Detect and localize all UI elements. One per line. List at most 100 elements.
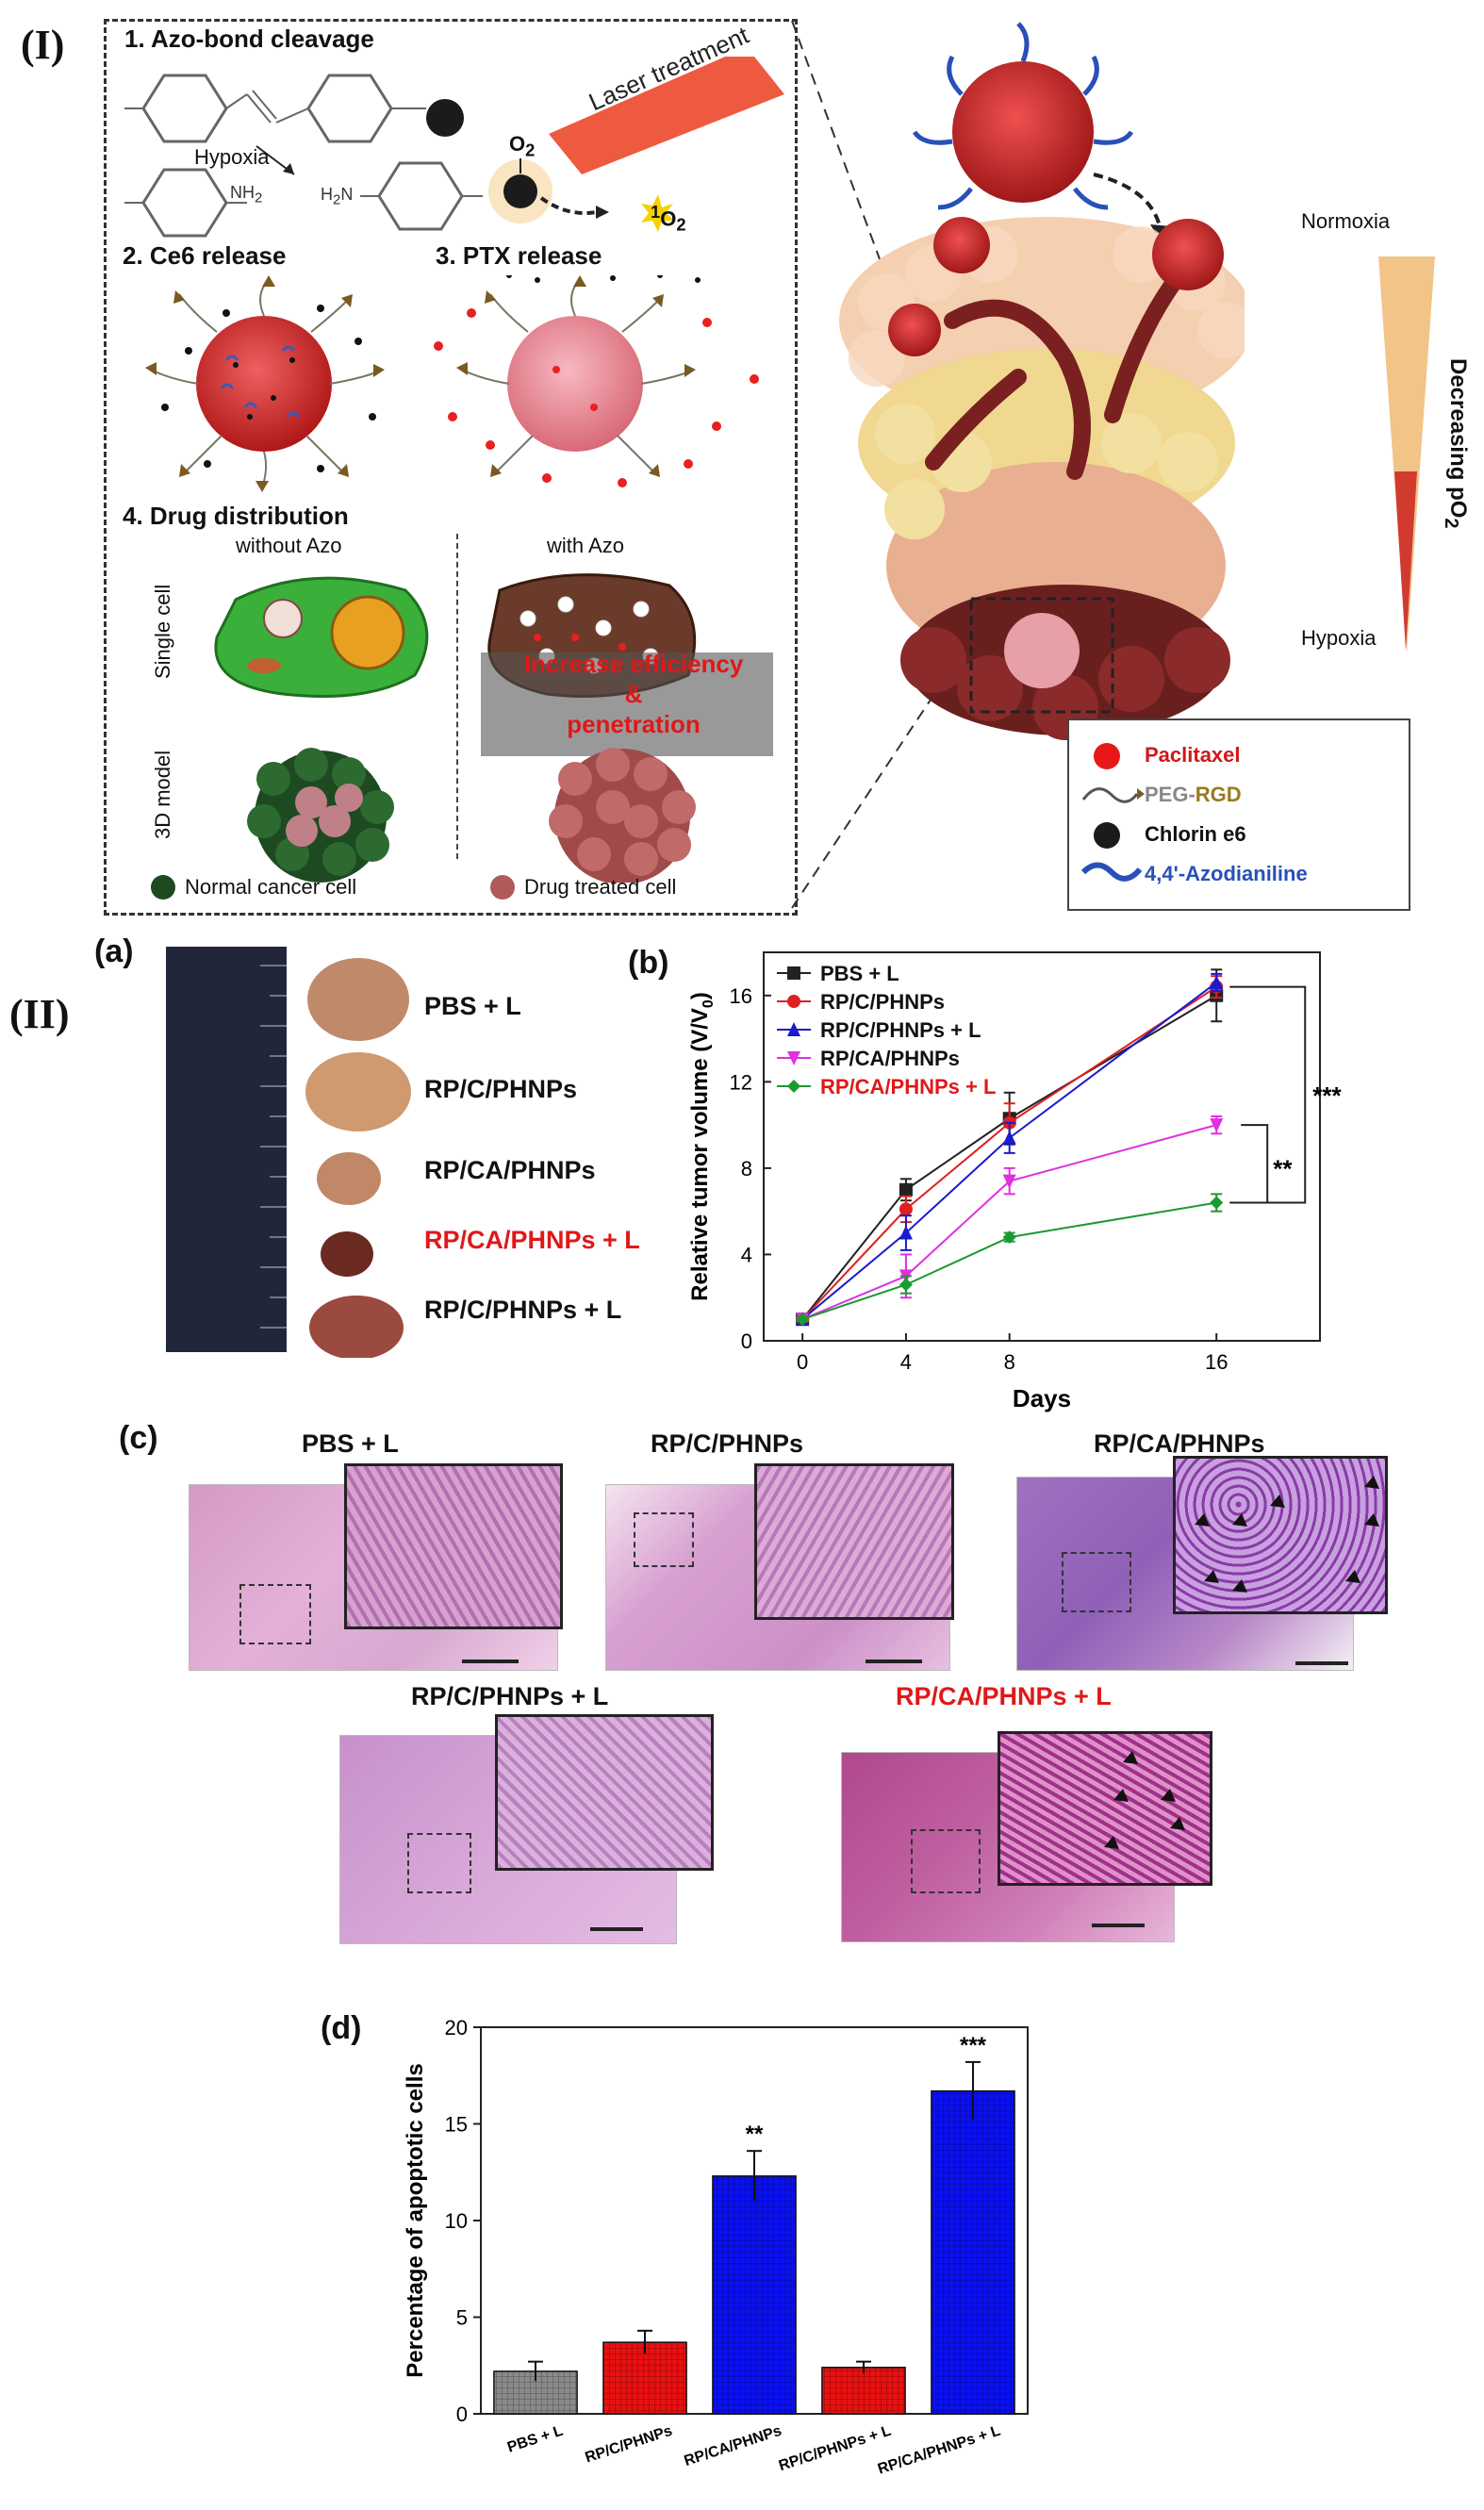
tumor-label-5: RP/C/PHNPs + L <box>424 1296 622 1324</box>
legend-label: RP/C/PHNPs + L <box>820 1018 981 1042</box>
data-point <box>787 1051 800 1065</box>
excised-tumors <box>305 958 411 1358</box>
x-axis-label: Days <box>1013 1384 1071 1412</box>
legend-label: PBS + L <box>820 962 899 985</box>
without-azo-label: without Azo <box>236 534 342 557</box>
bar <box>493 2370 578 2415</box>
data-point <box>1210 975 1224 990</box>
y-tick-label: 10 <box>445 2209 468 2233</box>
micro-title-4: RP/C/PHNPs + L <box>411 1682 609 1710</box>
azo-chemistry-diagram <box>124 57 784 238</box>
treated-cell-legend: Drug treated cell <box>524 875 677 899</box>
x-tick-label: PBS + L <box>505 2423 565 2456</box>
hypoxia-label: Hypoxia <box>1301 626 1377 650</box>
paclitaxel-label: Paclitaxel <box>1145 743 1241 767</box>
bar <box>712 2175 797 2415</box>
legend-label: RP/CA/PHNPs + L <box>820 1075 996 1098</box>
micrograph-pbs-roi <box>239 1584 311 1644</box>
micro-title-2: RP/C/PHNPs <box>651 1429 804 1458</box>
micrograph-rpca-l-roi <box>911 1829 981 1893</box>
sub-c-label: (c) <box>119 1420 158 1456</box>
scalebar-2 <box>866 1660 922 1663</box>
scalebar-5 <box>1092 1924 1145 1927</box>
x-tick-label: RP/C/PHNPs <box>584 2423 675 2467</box>
y-tick-label: 20 <box>445 2016 468 2039</box>
y-tick-label: 4 <box>741 1243 752 1266</box>
azodianiline-swatch <box>1080 862 1143 882</box>
y-tick-label: 0 <box>456 2403 468 2426</box>
singlet-oxygen-label: 1O2 <box>651 202 686 235</box>
x-tick-label: 4 <box>900 1350 912 1374</box>
data-point <box>787 1080 800 1093</box>
sub-d-label: (d) <box>321 2010 362 2046</box>
micrograph-pbs-inset <box>344 1463 563 1629</box>
micrograph-rpca-roi <box>1062 1552 1131 1612</box>
bar <box>931 2089 1015 2415</box>
series-line <box>801 1201 1217 1321</box>
data-point <box>899 1225 913 1240</box>
series-4 <box>796 1193 1224 1327</box>
series-line <box>801 985 1217 1320</box>
micro-title-3: RP/CA/PHNPs <box>1094 1429 1265 1458</box>
x-tick-label: 16 <box>1205 1350 1228 1374</box>
y-axis-label: Relative tumor volume (V/V0) <box>687 992 717 1301</box>
step3-title: 3. PTX release <box>436 241 602 270</box>
tumor-label-4: RP/CA/PHNPs + L <box>424 1226 640 1254</box>
plot-frame <box>763 951 1321 1342</box>
scalebar-1 <box>462 1660 519 1663</box>
panel-II-label: (II) <box>9 991 70 1037</box>
y-tick-label: 15 <box>445 2113 468 2137</box>
data-point <box>1002 1174 1016 1189</box>
data-point <box>899 1202 913 1216</box>
tumor-volume-chart: 0 4 8 12 16 0 4 8 16 Days Relative tumor volume (V… <box>687 951 1342 1412</box>
mechanism-box <box>104 19 798 916</box>
x-tick-label: RP/CA/PHNPs + L <box>876 2423 1002 2478</box>
data-point <box>1002 1130 1016 1145</box>
micrograph-rpca-inset <box>1173 1456 1388 1614</box>
scalebar-3 <box>1295 1661 1348 1665</box>
x-tick-label: RP/CA/PHNPs <box>683 2423 784 2469</box>
data-point <box>787 966 800 980</box>
drug-distribution-illustration <box>214 573 773 883</box>
series-line <box>801 994 1217 1320</box>
apoptosis-bar-chart: 0 5 10 15 20 Percentage of apoptotic cells PBS… <box>403 2016 1029 2478</box>
legend-label: RP/C/PHNPs <box>820 990 945 1014</box>
y-tick-label: 0 <box>741 1329 752 1353</box>
release-illustration <box>145 275 759 492</box>
y-tick-label: 8 <box>741 1157 752 1181</box>
significance-label: *** <box>1312 1082 1342 1110</box>
series-line <box>801 982 1217 1320</box>
amine-label-right: H2N <box>321 185 354 208</box>
data-point <box>787 995 800 1008</box>
paclitaxel-swatch <box>1094 743 1120 769</box>
divider-dashed <box>456 534 458 859</box>
data-point <box>899 1278 913 1292</box>
legend-label: RP/CA/PHNPs <box>820 1047 960 1070</box>
tumor-label-1: PBS + L <box>424 992 521 1020</box>
bracket-inner <box>1241 1124 1269 1204</box>
series-line <box>801 1124 1217 1321</box>
increase-efficiency-text: Increase efficiency & penetration <box>523 650 744 738</box>
with-azo-label: with Azo <box>547 534 624 557</box>
y-axis-label: Percentage of apoptotic cells <box>403 2063 428 2377</box>
tumor-label-3: RP/CA/PHNPs <box>424 1156 596 1184</box>
data-point <box>1210 1118 1224 1133</box>
bar <box>602 2341 687 2415</box>
micrograph-rpc-roi <box>634 1512 694 1567</box>
micrograph-rpc-l-roi <box>407 1833 471 1893</box>
normal-cell-swatch <box>151 875 175 900</box>
tumor-label-2: RP/C/PHNPs <box>424 1075 578 1103</box>
data-point <box>1002 1230 1016 1245</box>
bar <box>821 2367 906 2415</box>
x-tick-label: RP/C/PHNPs + L <box>777 2423 893 2475</box>
significance-label: ** <box>746 2122 764 2147</box>
peg-rgd-label: PEG-RGD <box>1145 783 1242 806</box>
significance-label: *** <box>960 2033 987 2058</box>
normal-cell-legend: Normal cancer cell <box>185 875 357 899</box>
significance-label: ** <box>1273 1154 1293 1182</box>
sub-a-label: (a) <box>94 933 134 969</box>
y-tick-label: 16 <box>730 984 752 1008</box>
data-point <box>1210 1196 1224 1210</box>
peg-rgd-swatch <box>1081 787 1145 803</box>
y-tick-label: 5 <box>456 2306 468 2330</box>
